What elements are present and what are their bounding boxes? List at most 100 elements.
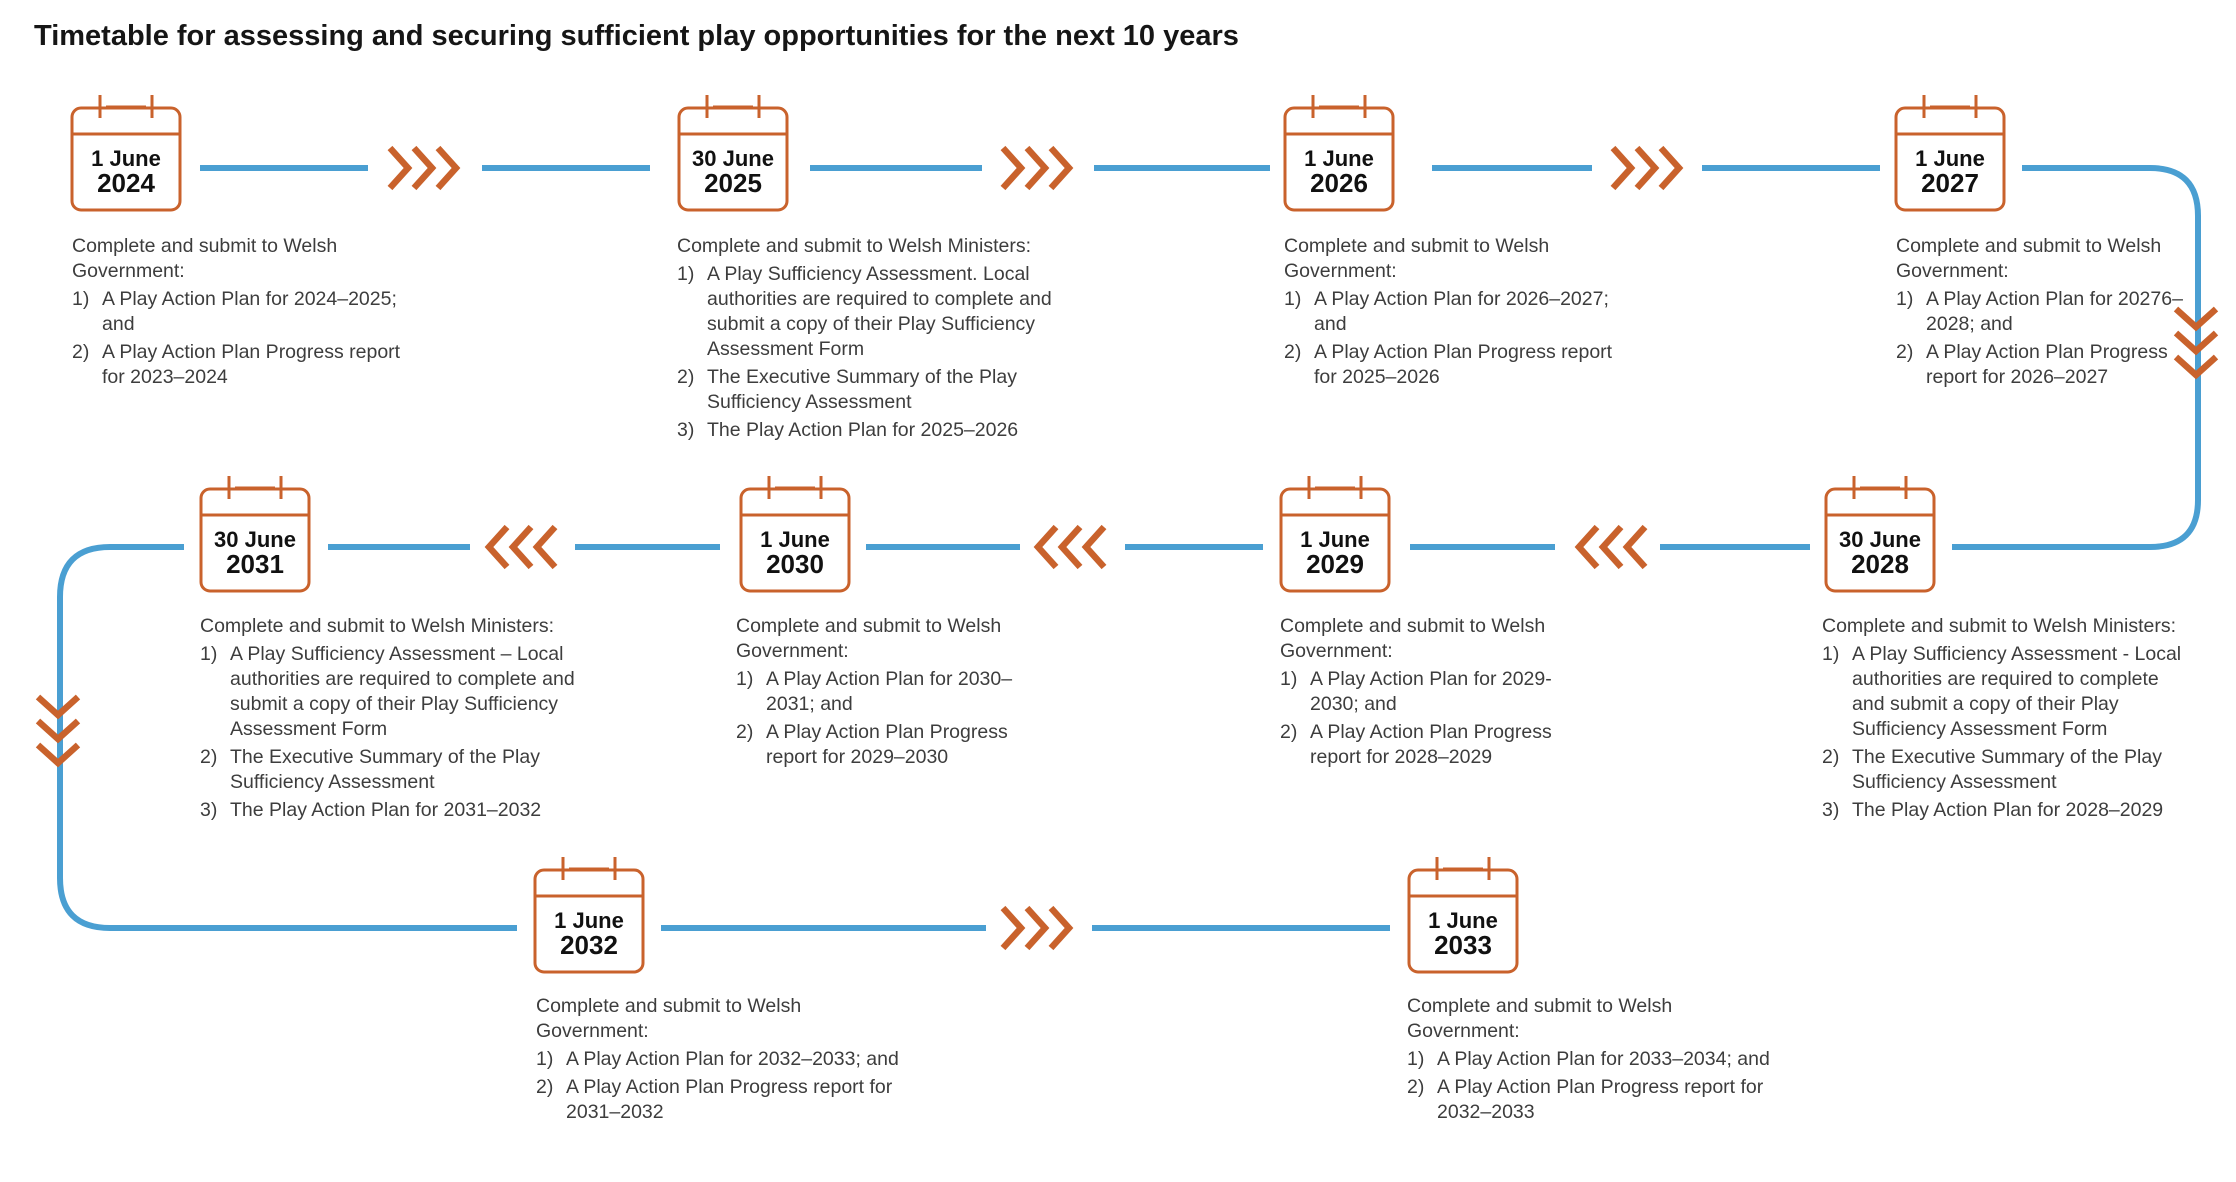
calendar-day: 1 June (91, 146, 161, 171)
calendar-day: 30 June (692, 146, 774, 171)
step-item-number: 1) (72, 288, 90, 310)
step-intro: Complete and submit to Welsh Government: (536, 995, 802, 1042)
step-item-number: 1) (736, 668, 754, 690)
connector-line (1952, 165, 2201, 550)
step-item-text: The Play Action Plan for 2031–2032 (230, 799, 542, 821)
step-item-text: A Play Action Plan for 2030–2031; and (766, 668, 1013, 715)
calendar-icon (1279, 476, 1391, 593)
calendar-year: 2024 (97, 168, 155, 198)
step-list: 1) A Play Action Plan for 2024–2025; and 2… (72, 287, 412, 390)
calendar-year: 2025 (704, 168, 762, 198)
step-item-number: 1) (1407, 1048, 1425, 1070)
chevron-triple-icon (1033, 524, 1107, 570)
step-list: 1) A Play Action Plan for 2030–2031; and 2… (736, 667, 1016, 770)
step-description: Complete and submit to Welsh Ministers: 1… (677, 234, 1067, 446)
step-item-number: 1) (200, 643, 218, 665)
step-list-item: 1) A Play Sufficiency Assessment - Local … (1822, 642, 2192, 742)
chevron-triple-icon (1000, 905, 1074, 951)
step-list-item: 1) A Play Action Plan for 2024–2025; and (72, 287, 412, 337)
page-title: Timetable for assessing and securing suf… (34, 20, 1239, 52)
calendar-icon (1283, 95, 1395, 212)
calendar-day: 1 June (1300, 527, 1370, 552)
calendar-day: 1 June (760, 527, 830, 552)
step-description: Complete and submit to Welsh Government:… (736, 614, 1016, 773)
calendar-day: 1 June (1915, 146, 1985, 171)
calendar-icon (1407, 857, 1519, 974)
step-item-text: The Play Action Plan for 2028–2029 (1852, 799, 2164, 821)
step-item-text: A Play Action Plan Progress report for 2… (766, 721, 1008, 768)
step-list-item: 2) A Play Action Plan Progress report for… (72, 340, 412, 390)
chevron-triple-icon (387, 145, 461, 191)
step-item-text: A Play Action Plan Progress report for 2… (1926, 341, 2168, 388)
step-list-item: 3) The Play Action Plan for 2031–2032 (200, 798, 580, 823)
step-item-text: A Play Action Plan for 2033–2034; and (1437, 1048, 1770, 1070)
timeline-arrows (35, 145, 2219, 951)
chevron-triple-icon (484, 524, 558, 570)
calendar-icon (199, 476, 311, 593)
calendar-day: 30 June (1839, 527, 1921, 552)
step-list-item: 1) A Play Sufficiency Assessment. Local a… (677, 262, 1067, 362)
step-item-number: 1) (1280, 668, 1298, 690)
chevron-triple-icon (2173, 306, 2219, 380)
step-list-item: 2) The Executive Summary of the Play Suff… (677, 365, 1067, 415)
step-item-text: A Play Action Plan Progress report for 2… (1310, 721, 1552, 768)
step-description: Complete and submit to Welsh Ministers: 1… (200, 614, 580, 826)
step-item-text: A Play Action Plan Progress report for 2… (566, 1076, 893, 1123)
calendar-day: 1 June (1428, 908, 1498, 933)
step-item-number: 1) (536, 1048, 554, 1070)
step-list-item: 2) The Executive Summary of the Play Suff… (1822, 745, 2192, 795)
chevron-triple-icon (35, 694, 81, 768)
calendar-icon (533, 857, 645, 974)
step-list-item: 2) A Play Action Plan Progress report for… (1896, 340, 2206, 390)
step-item-number: 2) (1822, 746, 1840, 768)
step-list-item: 1) A Play Action Plan for 2033–2034; and (1407, 1047, 1787, 1072)
step-item-number: 2) (1284, 341, 1302, 363)
step-list: 1) A Play Action Plan for 2032–2033; and 2… (536, 1047, 916, 1125)
step-list-item: 3) The Play Action Plan for 2028–2029 (1822, 798, 2192, 823)
step-list-item: 1) A Play Action Plan for 2030–2031; and (736, 667, 1016, 717)
calendar-day: 1 June (1304, 146, 1374, 171)
step-description: Complete and submit to Welsh Government:… (1896, 234, 2206, 393)
step-list: 1) A Play Action Plan for 20276–2028; and… (1896, 287, 2206, 390)
step-item-number: 3) (1822, 799, 1840, 821)
step-list-item: 2) A Play Action Plan Progress report for… (536, 1075, 916, 1125)
calendar-day: 30 June (214, 527, 296, 552)
calendar-year: 2031 (226, 549, 284, 579)
calendar-year: 2026 (1310, 168, 1368, 198)
calendar-year: 2030 (766, 549, 824, 579)
step-list-item: 1) A Play Action Plan for 2026–2027; and (1284, 287, 1614, 337)
calendar-year: 2027 (1921, 168, 1979, 198)
step-item-text: A Play Action Plan for 2029-2030; and (1310, 668, 1552, 715)
step-intro: Complete and submit to Welsh Ministers: (1822, 615, 2177, 637)
step-item-number: 2) (200, 746, 218, 768)
step-item-number: 2) (536, 1076, 554, 1098)
step-item-number: 2) (1280, 721, 1298, 743)
step-item-text: A Play Action Plan Progress report for 2… (1314, 341, 1613, 388)
step-intro: Complete and submit to Welsh Ministers: (677, 235, 1032, 257)
step-item-number: 1) (1284, 288, 1302, 310)
step-list-item: 1) A Play Action Plan for 20276–2028; and (1896, 287, 2206, 337)
step-item-text: A Play Sufficiency Assessment. Local aut… (707, 263, 1052, 360)
step-list: 1) A Play Sufficiency Assessment – Local … (200, 642, 580, 823)
step-item-number: 2) (72, 341, 90, 363)
step-list: 1) A Play Action Plan for 2029-2030; and 2… (1280, 667, 1580, 770)
step-item-text: A Play Sufficiency Assessment - Local au… (1852, 643, 2182, 740)
step-item-number: 1) (1822, 643, 1840, 665)
step-item-text: A Play Action Plan for 2032–2033; and (566, 1048, 899, 1070)
calendar-icon (70, 95, 182, 212)
step-item-text: A Play Action Plan for 2024–2025; and (102, 288, 397, 335)
calendar-icon (739, 476, 851, 593)
step-item-text: A Play Sufficiency Assessment – Local au… (230, 643, 575, 740)
step-item-text: The Executive Summary of the Play Suffic… (230, 746, 540, 793)
step-intro: Complete and submit to Welsh Ministers: (200, 615, 555, 637)
calendar-icon (1824, 476, 1936, 593)
step-item-text: A Play Action Plan for 2026–2027; and (1314, 288, 1609, 335)
step-item-number: 3) (200, 799, 218, 821)
step-list-item: 1) A Play Sufficiency Assessment – Local … (200, 642, 580, 742)
step-list: 1) A Play Action Plan for 2026–2027; and 2… (1284, 287, 1614, 390)
step-list-item: 2) A Play Action Plan Progress report for… (1280, 720, 1580, 770)
step-list-item: 2) A Play Action Plan Progress report for… (736, 720, 1016, 770)
step-list-item: 2) A Play Action Plan Progress report for… (1407, 1075, 1787, 1125)
